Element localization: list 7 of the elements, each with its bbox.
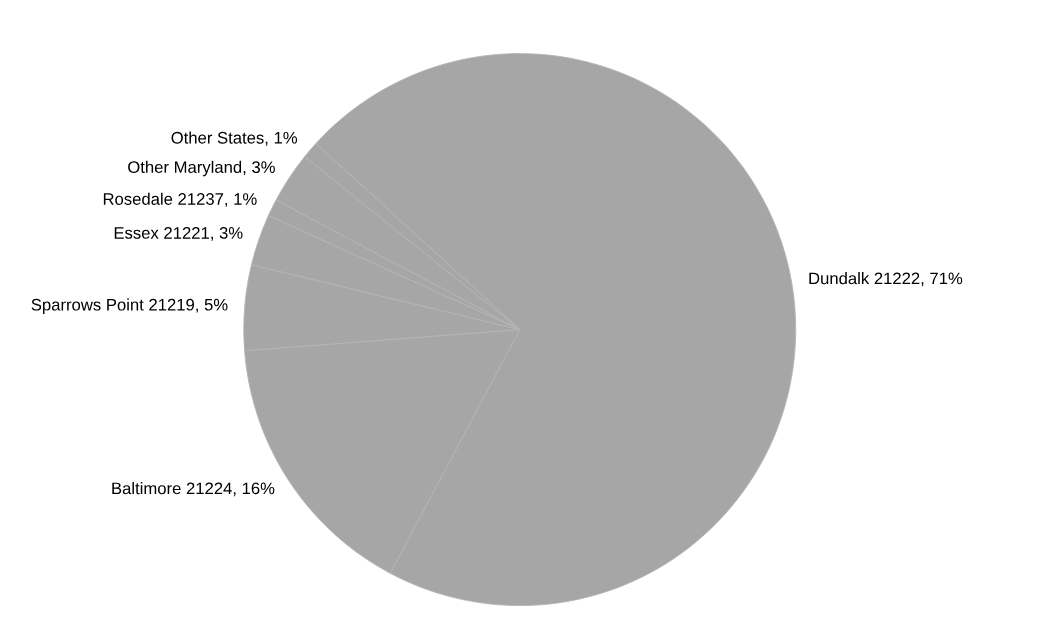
slice-label: Dundalk 21222, 71% xyxy=(809,272,963,287)
slice-label: Baltimore 21224, 16% xyxy=(112,482,275,497)
slice-label: Other Maryland, 3% xyxy=(128,160,275,177)
slice-label: Sparrows Point 21219, 5% xyxy=(31,298,228,314)
slice-label: Essex 21221, 3% xyxy=(114,227,243,241)
slice-label: Rosedale 21237, 1% xyxy=(103,192,257,207)
slice-label: Other States, 1% xyxy=(171,131,298,146)
